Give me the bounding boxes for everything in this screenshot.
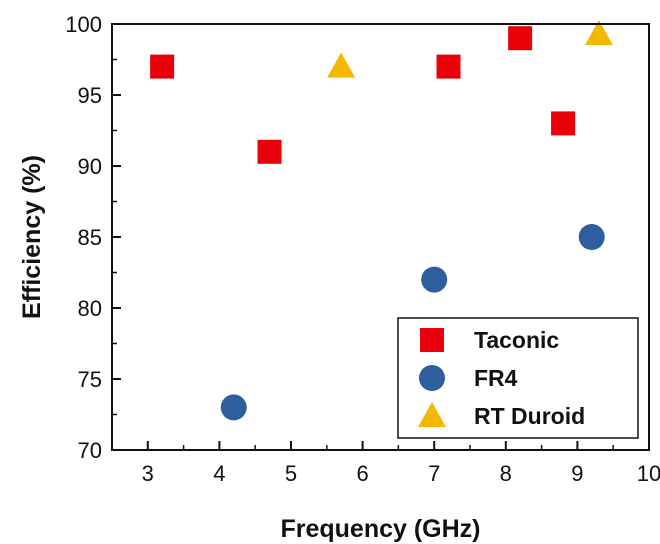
taconic-point	[551, 111, 576, 136]
legend-marker	[419, 365, 445, 391]
y-tick-label: 100	[65, 12, 102, 37]
legend-label: Taconic	[474, 327, 559, 353]
rt-duroid-point	[327, 52, 356, 78]
y-tick-label: 75	[78, 367, 102, 392]
taconic-point	[508, 26, 533, 51]
fr4-point	[220, 394, 247, 421]
legend-marker	[420, 328, 444, 352]
x-tick-label: 9	[571, 461, 583, 486]
data-markers	[150, 19, 613, 421]
y-tick-label: 85	[78, 225, 102, 250]
taconic-point	[257, 139, 282, 164]
rt-duroid-point	[584, 19, 613, 45]
y-tick-label: 90	[78, 154, 102, 179]
x-tick-label: 4	[213, 461, 225, 486]
x-axis-title: Frequency (GHz)	[280, 515, 480, 543]
legend-label: FR4	[474, 365, 518, 391]
x-tick-label: 3	[142, 461, 154, 486]
y-tick-label: 70	[78, 438, 102, 463]
x-tick-label: 8	[500, 461, 512, 486]
taconic-point	[150, 54, 175, 79]
fr4-point	[578, 224, 605, 250]
legend-label: RT Duroid	[474, 403, 585, 429]
taconic-point	[436, 54, 461, 79]
x-tick-label: 6	[356, 461, 368, 486]
y-tick-label: 80	[78, 296, 102, 321]
y-axis-title: Efficiency (%)	[18, 155, 46, 319]
x-tick-label: 10	[637, 461, 660, 486]
y-tick-label: 95	[78, 83, 102, 108]
tick-labels: 3 4 5 6 7 8 9 10 70 75 80 85 90 95 100	[65, 12, 660, 486]
x-tick-label: 5	[285, 461, 297, 486]
fr4-point	[421, 266, 448, 293]
legend: Taconic FR4 RT Duroid	[397, 317, 639, 439]
plot-frame	[111, 23, 650, 451]
x-tick-label: 7	[428, 461, 440, 486]
legend-marker	[418, 402, 446, 427]
